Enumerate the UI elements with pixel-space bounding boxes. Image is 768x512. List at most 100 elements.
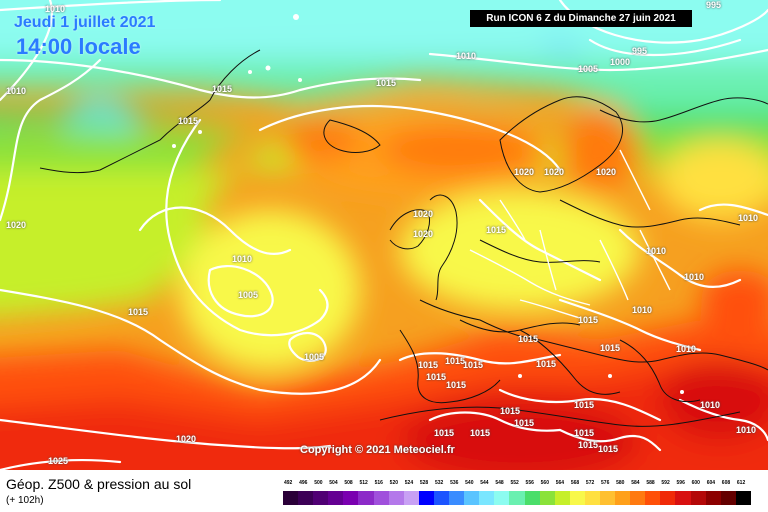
footer-title: Géop. Z500 & pression au sol: [6, 476, 192, 492]
scale-swatch: [313, 491, 329, 505]
isobar-label: 1015: [536, 359, 557, 369]
scale-tick-label: 576: [601, 480, 610, 486]
isobar-label: 1020: [544, 167, 565, 177]
isobars: [0, 0, 768, 470]
scale-tick-label: 588: [646, 480, 655, 486]
isobar-label: 1015: [128, 307, 149, 317]
scale-swatch: [479, 491, 495, 505]
scale-swatch: [539, 491, 555, 505]
isobar-label: 1015: [434, 428, 455, 438]
scale-swatch: [615, 491, 631, 505]
scale-swatch: [660, 491, 676, 505]
scale-swatch: [735, 491, 751, 505]
scale-tick-label: 532: [434, 480, 444, 486]
isobar-label: 1010: [232, 254, 253, 264]
scale-swatch: [509, 491, 525, 505]
isobar-label: 1020: [514, 167, 535, 177]
isobar-label: 1020: [413, 229, 434, 239]
isobar-label: 1015: [463, 360, 484, 370]
scale-swatch: [554, 491, 570, 505]
isobar-label: 1015: [574, 400, 595, 410]
coast-islands: [172, 14, 684, 394]
isobar-label: 1015: [514, 418, 535, 428]
scale-swatch: [298, 491, 314, 505]
scale-tick-label: 552: [510, 480, 519, 486]
scale-tick-label: 556: [525, 480, 534, 486]
footer-subtitle: (+ 102h): [6, 495, 44, 506]
borders: [469, 149, 671, 319]
isobar-label: 1010: [700, 400, 721, 410]
isobar-label: 1010: [684, 272, 705, 282]
scale-tick-label: 600: [691, 480, 700, 486]
isobar-label: 1015: [212, 84, 233, 94]
scale-swatch: [675, 491, 691, 505]
isobar-label: 1015: [470, 428, 491, 438]
scale-tick-label: 584: [631, 480, 640, 486]
scale-swatch: [705, 491, 721, 505]
scale-swatch: [328, 491, 344, 505]
scale-tick-label: 524: [404, 480, 414, 486]
isobar-label: 1015: [600, 343, 621, 353]
map-canvas: [0, 0, 768, 470]
isobar-label: 1015: [446, 380, 467, 390]
isobar-label: 1020: [176, 434, 197, 444]
scale-swatch: [630, 491, 646, 505]
isobar-label: 995: [706, 0, 722, 10]
isobar-label: 1020: [6, 220, 27, 230]
isobar-label: 1020: [413, 209, 434, 219]
weather-map[interactable]: Jeudi 1 juillet 2021 14:00 locale Run IC…: [0, 0, 768, 470]
scale-swatch: [464, 491, 480, 505]
scale-tick-label: 592: [661, 480, 670, 486]
coastlines: [39, 49, 768, 427]
isobar-label: 1010: [738, 213, 759, 223]
isobar-label: 1005: [238, 290, 259, 300]
scale-swatch: [403, 491, 419, 505]
scale-tick-label: 564: [555, 480, 565, 486]
isobar-label: 1015: [178, 116, 199, 126]
scale-tick-label: 560: [540, 480, 549, 486]
scale-swatches: [283, 491, 751, 505]
scale-swatch: [645, 491, 661, 505]
isobar-label: 1015: [486, 225, 507, 235]
isobar-label: 1010: [6, 86, 27, 96]
isobar-label: 1010: [736, 425, 757, 435]
scale-swatch: [720, 491, 736, 505]
isobar-label: 1015: [445, 356, 466, 366]
scale-swatch: [388, 491, 404, 505]
scale-tick-label: 544: [480, 480, 489, 486]
isobar-label: 1015: [376, 78, 397, 88]
isobar-label: 1015: [598, 444, 619, 454]
isobar-label: 1010: [456, 51, 477, 61]
scale-tick-label: 580: [616, 480, 625, 486]
isobar-label: 1025: [48, 456, 69, 466]
isobar-label: 1000: [610, 57, 631, 67]
forecast-date: Jeudi 1 juillet 2021: [14, 14, 156, 31]
scale-tick-label: 492: [284, 480, 293, 486]
isobar-label: 1005: [578, 64, 599, 74]
scale-swatch: [449, 491, 465, 505]
scale-swatch: [343, 491, 359, 505]
scale-tick-label: 572: [585, 480, 595, 486]
isobar-label: 1010: [45, 4, 66, 14]
isobar-label: 1005: [304, 352, 325, 362]
scale-tick-label: 508: [344, 480, 353, 486]
scale-swatch: [690, 491, 706, 505]
isobar-label: 1015: [418, 360, 439, 370]
isobar-label: 1015: [426, 372, 447, 382]
scale-tick-label: 496: [299, 480, 308, 486]
scale-tick-label: 540: [465, 480, 474, 486]
scale-tick-label: 528: [419, 480, 429, 486]
scale-tick-label: 568: [570, 480, 580, 486]
isobar-label: 1010: [632, 305, 653, 315]
run-label: Run ICON 6 Z du Dimanche 27 juin 2021: [470, 10, 692, 27]
scale-tick-label: 612: [736, 480, 746, 486]
isobar-label: 1010: [676, 344, 697, 354]
scale-swatch: [358, 491, 374, 505]
isobar-label: 1020: [596, 167, 617, 177]
scale-tick-label: 500: [314, 480, 323, 486]
copyright-notice: Copyright © 2021 Meteociel.fr: [300, 444, 455, 456]
scale-swatch: [373, 491, 389, 505]
scale-tick-label: 520: [389, 480, 399, 486]
forecast-time: 14:00 locale: [16, 34, 141, 59]
scale-swatch: [599, 491, 616, 505]
